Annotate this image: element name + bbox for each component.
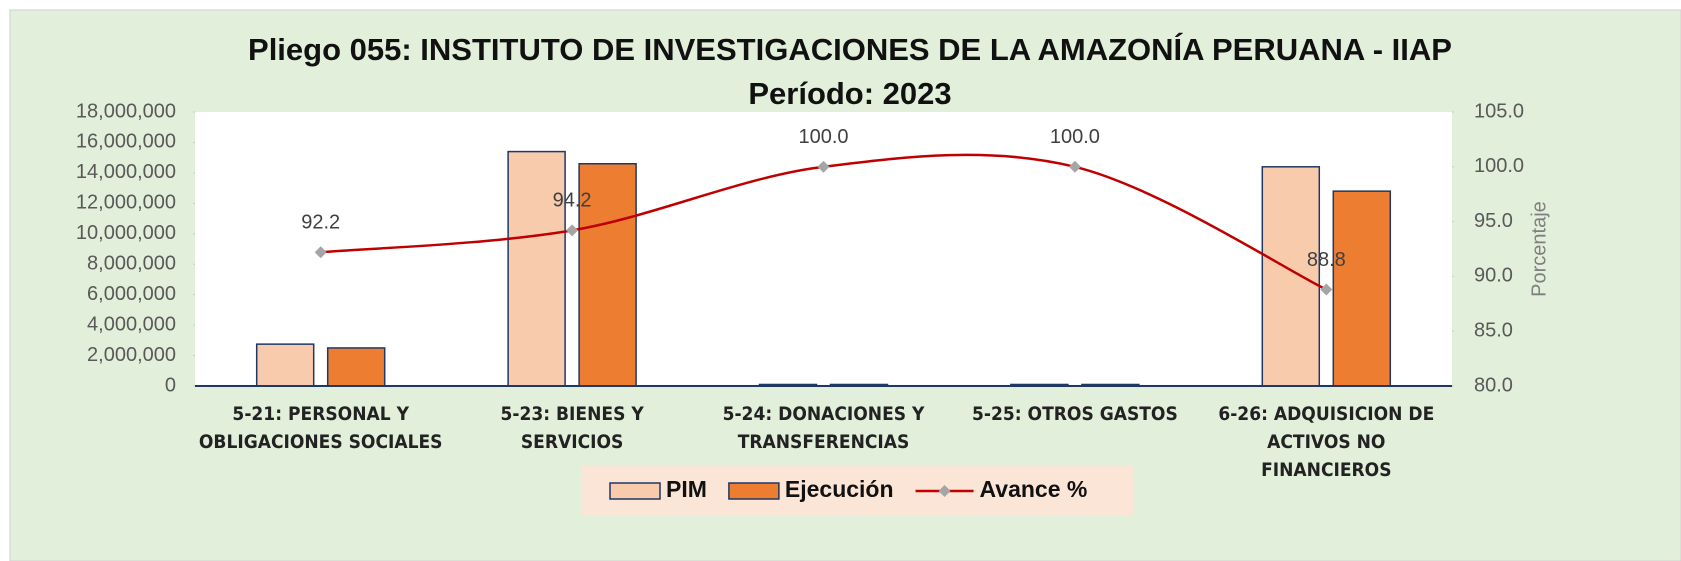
y-tick-label: 0 bbox=[165, 374, 176, 396]
data-label: 100.0 bbox=[798, 126, 848, 148]
plot-area bbox=[195, 112, 1452, 386]
legend-swatch bbox=[728, 482, 780, 500]
data-label: 100.0 bbox=[1050, 126, 1100, 148]
marker bbox=[566, 224, 579, 237]
marker bbox=[1320, 283, 1333, 296]
x-tick-label: 5-23: BIENES Y SERVICIOS bbox=[500, 403, 644, 453]
legend-swatch bbox=[609, 482, 661, 500]
x-tick-label: 6-26: ADQUISICION DE ACTIVOS NO FINANCIE… bbox=[1218, 403, 1435, 481]
y-tick-label: 16,000,000 bbox=[76, 131, 176, 153]
bar bbox=[1332, 190, 1392, 387]
bar bbox=[255, 343, 315, 387]
data-label: 88.8 bbox=[1307, 249, 1346, 271]
y-tick-label: 8,000,000 bbox=[87, 253, 176, 275]
y-tick-label: 10,000,000 bbox=[76, 222, 176, 244]
legend-box bbox=[581, 466, 1133, 516]
chart-subtitle: Período: 2023 bbox=[748, 76, 951, 111]
x-tick-label: 5-21: PERSONAL Y OBLIGACIONES SOCIALES bbox=[198, 403, 443, 453]
legend-label: Ejecución bbox=[785, 476, 894, 502]
legend-label: PIM bbox=[666, 476, 707, 502]
y2-axis-label: Porcentaje bbox=[1528, 201, 1550, 297]
y2-tick-label: 80.0 bbox=[1474, 374, 1513, 396]
y-tick-label: 12,000,000 bbox=[76, 192, 176, 214]
bar bbox=[326, 347, 386, 387]
y2-tick-label: 100.0 bbox=[1474, 155, 1524, 177]
data-label: 94.2 bbox=[553, 190, 592, 212]
bar bbox=[507, 150, 566, 387]
y2-tick-label: 95.0 bbox=[1474, 210, 1513, 232]
chart-title: Pliego 055: INSTITUTO DE INVESTIGACIONES… bbox=[248, 32, 1452, 67]
data-label: 92.2 bbox=[301, 212, 340, 234]
x-tick-label: 5-25: OTROS GASTOS bbox=[972, 403, 1178, 425]
bar bbox=[1261, 166, 1321, 387]
marker bbox=[314, 246, 327, 259]
y-tick-label: 14,000,000 bbox=[76, 161, 176, 183]
y2-tick-label: 90.0 bbox=[1474, 265, 1513, 287]
y-tick-label: 4,000,000 bbox=[87, 313, 176, 335]
x-tick-label: 5-24: DONACIONES Y TRANSFERENCIAS bbox=[722, 403, 925, 453]
y2-tick-label: 85.0 bbox=[1474, 319, 1513, 341]
y-tick-label: 2,000,000 bbox=[87, 344, 176, 366]
y-tick-label: 6,000,000 bbox=[87, 283, 176, 305]
marker bbox=[817, 160, 830, 173]
marker bbox=[1068, 160, 1081, 173]
legend-swatch bbox=[938, 485, 951, 497]
y-tick-label: 18,000,000 bbox=[76, 100, 176, 122]
y2-tick-label: 105.0 bbox=[1474, 100, 1524, 122]
legend-label: Avance % bbox=[980, 476, 1088, 502]
